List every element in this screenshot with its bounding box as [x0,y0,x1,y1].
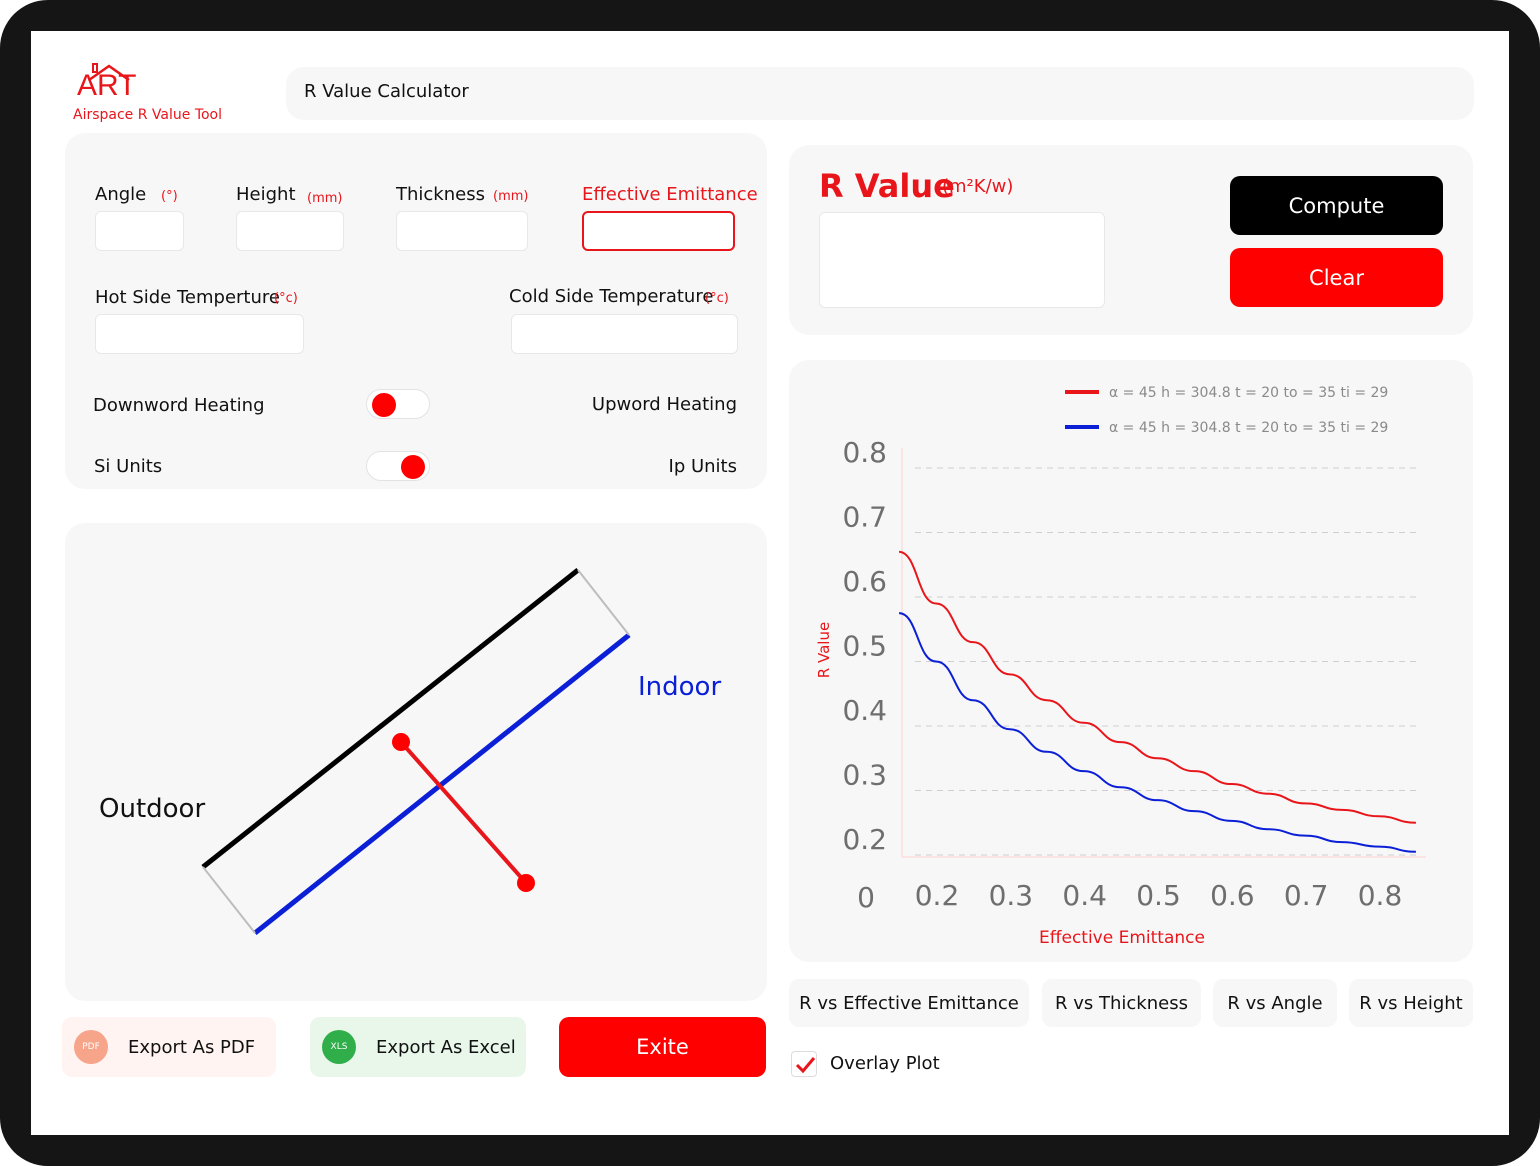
title-bar: R Value Calculator [286,67,1474,120]
height-input[interactable] [236,211,344,251]
export-pdf-button[interactable]: PDF Export As PDF [62,1017,276,1077]
legend-label: α = 45 h = 304.8 t = 20 to = 35 ti = 29 [1109,420,1388,436]
clear-button[interactable]: Clear [1230,248,1443,307]
indoor-label: Indoor [638,672,721,702]
outdoor-label: Outdoor [99,794,205,824]
cold-temp-input[interactable] [511,314,738,354]
angle-unit: (°) [161,189,178,204]
series-line [898,612,1416,853]
angle-handle-start[interactable] [392,733,410,751]
upward-heating-label: Upword Heating [591,394,737,415]
x-axis-label: Effective Emittance [1039,928,1205,948]
thickness-unit: (mm) [493,189,529,204]
legend-label: α = 45 h = 304.8 t = 20 to = 35 ti = 29 [1109,385,1388,401]
result-panel: R Value (m²K/w) Compute Clear [789,145,1473,335]
export-excel-button[interactable]: XLS Export As Excel [310,1017,526,1077]
exit-button[interactable]: Exite [559,1017,766,1077]
export-pdf-label: Export As PDF [128,1036,256,1058]
emittance-label: Effective Emittance [582,184,758,205]
overlay-label: Overlay Plot [830,1053,940,1074]
x-tick-label: 0.5 [1136,879,1181,912]
export-excel-label: Export As Excel [376,1036,516,1058]
x-tick-label: 0.2 [915,879,960,912]
x-tick-label: 0.7 [1284,879,1329,912]
emittance-input[interactable] [582,211,735,251]
ip-units-label: Ip Units [668,456,737,477]
cold-temp-label: Cold Side Temperature [509,286,714,307]
r-value-unit: (m²K/w) [942,176,1014,197]
y-tick-label: 0.5 [842,630,887,663]
x-tick-label: 0.4 [1062,879,1107,912]
compute-button[interactable]: Compute [1230,176,1443,235]
input-panel: Angle (°) Height (mm) Thickness (mm) Eff… [65,133,767,489]
x-tick-label: 0 [857,881,875,914]
series-line [898,550,1416,824]
si-units-label: Si Units [94,456,163,477]
hot-temp-label: Hot Side Temperture [95,287,280,308]
airspace-edge [202,866,256,934]
height-label: Height [236,184,296,205]
y-tick-label: 0.2 [842,823,887,856]
angle-indicator-line [399,740,528,885]
r-value-output [819,212,1105,308]
page-title: R Value Calculator [304,81,469,102]
logo-subtitle: Airspace R Value Tool [73,107,223,123]
toggle-knob [401,455,425,479]
airspace-edge [577,569,630,636]
downward-heating-label: Downword Heating [93,395,265,416]
pdf-file-icon: PDF [74,1030,108,1064]
x-tick-label: 0.8 [1358,879,1403,912]
inner-wall-line [253,633,631,935]
height-unit: (mm) [307,191,343,206]
angle-label: Angle [95,184,147,205]
angle-input[interactable] [95,211,184,251]
y-tick-label: 0.6 [842,565,887,598]
airspace-diagram-panel: Outdoor Indoor [65,523,767,1001]
app-screen: ART Airspace R Value Tool R Value Calcul… [31,31,1509,1135]
y-tick-label: 0.8 [842,436,887,469]
heating-direction-toggle[interactable] [366,389,430,419]
excel-file-icon: XLS [322,1030,356,1064]
thickness-label: Thickness [396,184,485,205]
r-value-chart: 0.8 0.7 0.6 0.5 0.4 0.3 0.2 0 0.2 0.3 0.4 0.5 0.6 0.7… [815,385,1426,948]
tab-r-vs-angle[interactable]: R vs Angle [1213,979,1337,1027]
y-axis-label: R Value [815,622,833,678]
chart-panel: 0.8 0.7 0.6 0.5 0.4 0.3 0.2 0 0.2 0.3 0.4 0.5 0.6 0.7… [789,360,1473,962]
cold-temp-unit: (°c) [705,291,729,306]
hot-temp-input[interactable] [95,314,304,354]
tab-r-vs-emittance[interactable]: R vs Effective Emittance [789,979,1029,1027]
y-tick-label: 0.3 [842,759,887,792]
airspace-diagram: Outdoor Indoor [99,568,721,935]
overlay-checkbox[interactable] [791,1051,817,1077]
x-tick-label: 0.6 [1210,879,1255,912]
angle-handle-end[interactable] [517,874,535,892]
x-tick-label: 0.3 [989,879,1034,912]
tab-r-vs-height[interactable]: R vs Height [1349,979,1473,1027]
tab-r-vs-thickness[interactable]: R vs Thickness [1042,979,1201,1027]
outer-wall-line [201,568,580,869]
y-tick-label: 0.7 [842,501,887,534]
y-tick-label: 0.4 [842,694,887,727]
units-toggle[interactable] [366,451,430,481]
logo-mark: ART [77,69,137,102]
hot-temp-unit: (°c) [274,291,298,306]
house-logo-icon [88,63,130,82]
r-value-label: R Value [819,167,955,205]
toggle-knob [372,393,396,417]
checkmark-icon [795,1057,816,1074]
thickness-input[interactable] [396,211,528,251]
